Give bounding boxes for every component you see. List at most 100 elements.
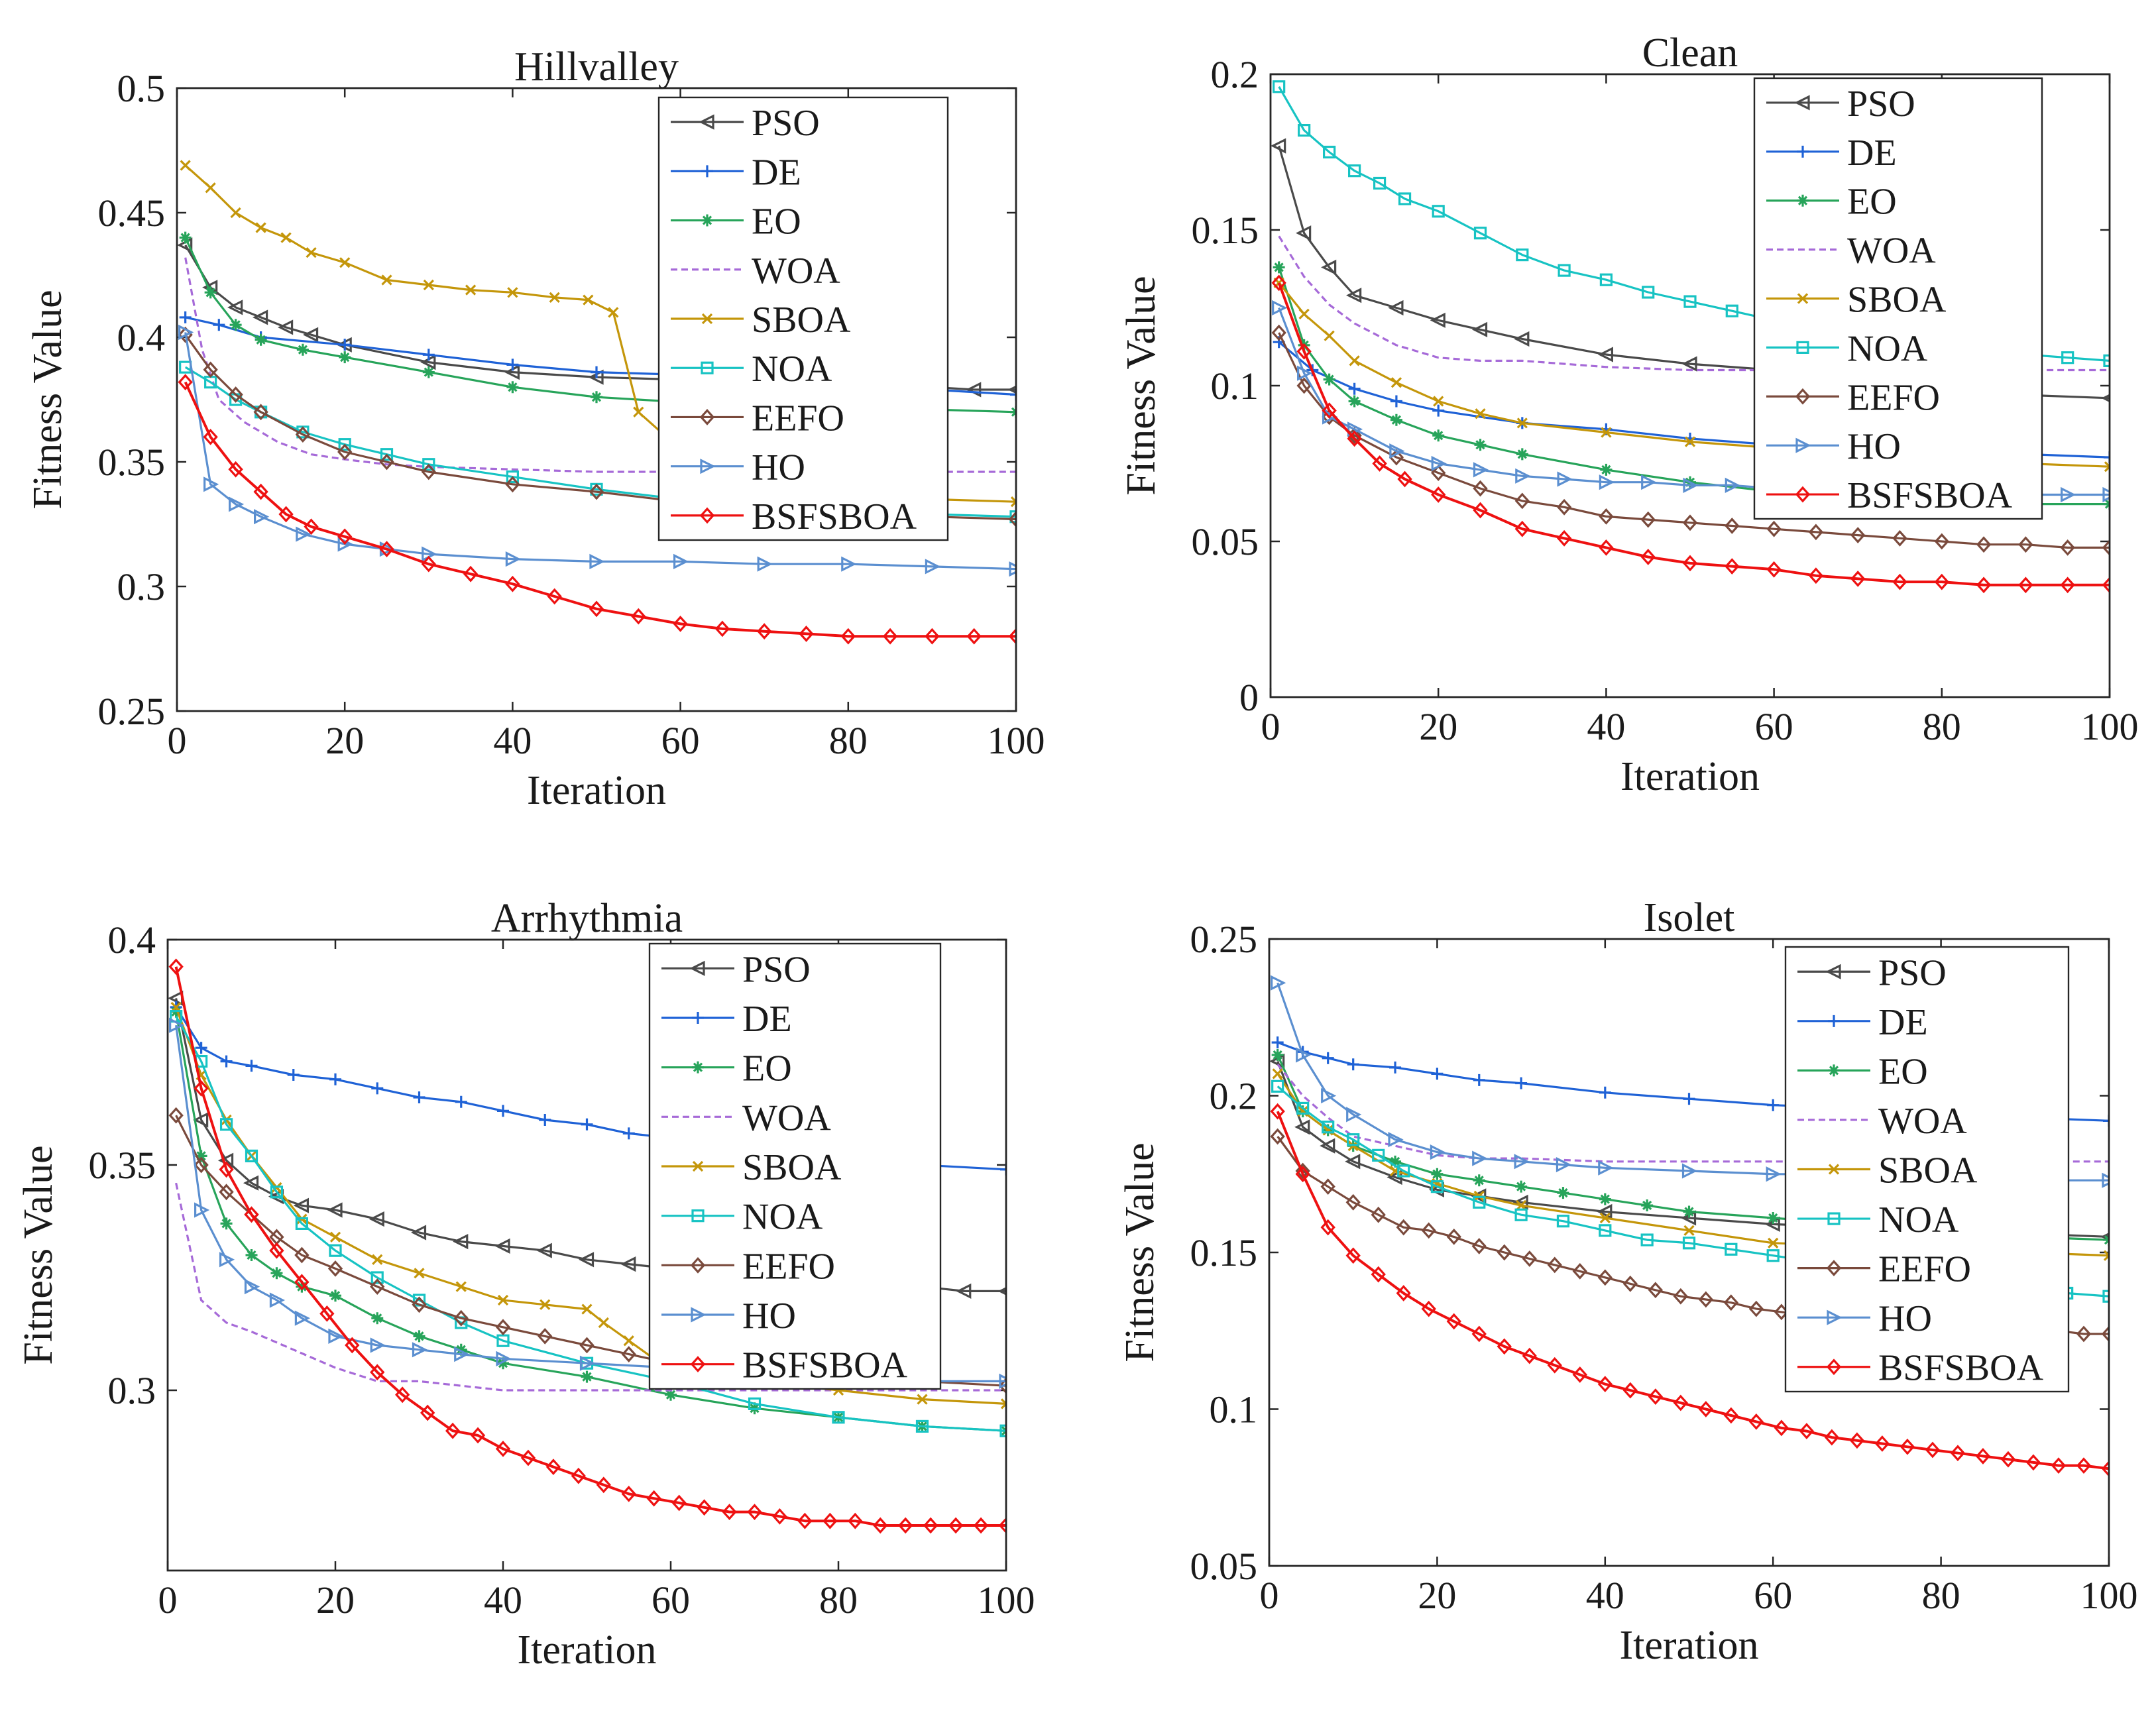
data-point: [1599, 273, 1613, 286]
data-point: [410, 1225, 427, 1241]
data-point: [319, 1305, 335, 1322]
data-point: [381, 274, 392, 286]
data-point: [1271, 138, 1286, 154]
data-point: [1348, 395, 1361, 408]
legend-entry-sboa: SBOA: [671, 300, 851, 341]
x-axis-label: Iteration: [527, 768, 666, 813]
series-noa: [170, 1009, 1006, 1437]
data-point: [697, 1499, 712, 1516]
data-point: [345, 1337, 360, 1354]
data-point: [2060, 539, 2075, 556]
data-point: [179, 311, 192, 323]
legend: PSO DE EO WOA SBOA NOA EEFO HO BSFSBOA: [1784, 946, 2070, 1393]
x-tick-label: 0: [1261, 705, 1280, 748]
series-line-ho: [184, 332, 1016, 571]
x-tick-label: 100: [978, 1578, 1035, 1622]
data-point: [633, 406, 644, 417]
y-tick-label: 0.15: [1192, 209, 1259, 252]
data-point: [496, 1351, 512, 1366]
legend-entry-sboa: SBOA: [1766, 280, 1947, 321]
series-woa: [175, 1182, 1006, 1392]
data-point: [1597, 1376, 1613, 1393]
data-point: [2061, 351, 2074, 364]
x-tick-label: 100: [988, 719, 1045, 762]
data-point: [547, 588, 562, 605]
data-point: [1296, 377, 1312, 394]
data-point: [278, 319, 294, 335]
data-point: [898, 1517, 913, 1534]
legend-entry-ho: HO: [671, 447, 805, 488]
data-point: [1446, 1228, 1461, 1245]
chart-title: Hillvalley: [514, 44, 679, 89]
data-point: [1766, 561, 1782, 578]
data-point: [463, 565, 479, 582]
data-point: [194, 1202, 210, 1218]
legend-marker: [1826, 1260, 1842, 1277]
data-point: [1271, 274, 1286, 292]
data-point: [998, 1377, 1006, 1394]
y-tick-label: 0.05: [1190, 1545, 1258, 1588]
data-point: [421, 463, 436, 480]
data-point: [1766, 1166, 1782, 1182]
data-point: [536, 1242, 552, 1258]
data-point: [1850, 571, 1866, 587]
data-point: [1273, 80, 1286, 93]
data-point: [1640, 549, 1656, 565]
y-tick-label: 0: [1239, 676, 1259, 719]
data-point: [496, 1334, 510, 1347]
data-point: [722, 1504, 737, 1520]
data-point: [296, 343, 309, 356]
data-point: [219, 1118, 233, 1131]
data-point: [422, 349, 435, 361]
data-point: [2000, 1451, 2016, 1468]
data-point: [1320, 1138, 1335, 1154]
data-point: [1432, 205, 1445, 218]
data-point: [1900, 1438, 1915, 1455]
data-point: [665, 1388, 677, 1401]
legend-entry-noa: NOA: [1766, 328, 1928, 369]
x-tick-label: 40: [484, 1578, 522, 1622]
data-point: [956, 1283, 972, 1299]
data-point: [1572, 1366, 1587, 1383]
legend-entry-noa: NOA: [1797, 1199, 1959, 1241]
data-point: [370, 1278, 385, 1295]
legend-entry-de: DE: [1766, 133, 1897, 174]
data-point: [581, 1370, 593, 1383]
legend-entry-sboa: SBOA: [1797, 1150, 1978, 1191]
data-point: [998, 1517, 1006, 1534]
x-tick-label: 20: [1419, 705, 1457, 748]
data-point: [1371, 1266, 1386, 1283]
data-point: [1547, 1256, 1562, 1274]
data-point: [1298, 308, 1310, 320]
data-point: [422, 458, 435, 471]
data-point: [1683, 295, 1697, 308]
data-point: [1296, 1047, 1312, 1063]
data-point: [1471, 321, 1488, 337]
data-point: [1599, 474, 1615, 490]
data-point: [328, 1328, 344, 1344]
data-point: [412, 1296, 427, 1313]
legend-entry-pso: PSO: [661, 949, 811, 990]
legend-marker: [690, 1256, 706, 1274]
data-point: [1322, 1121, 1335, 1134]
data-point: [1683, 1205, 1695, 1218]
data-point: [1597, 347, 1613, 362]
data-point: [1345, 1193, 1361, 1211]
data-point: [1874, 1435, 1890, 1452]
legend-label: HO: [752, 447, 805, 488]
data-point: [1473, 1195, 1486, 1209]
x-tick-label: 80: [1923, 705, 1961, 748]
data-point: [1748, 1300, 1764, 1317]
legend-label: DE: [742, 999, 792, 1040]
data-point: [1321, 259, 1337, 275]
data-point: [1799, 1423, 1815, 1440]
data-point: [497, 1294, 509, 1306]
data-point: [2101, 1460, 2109, 1477]
data-point: [269, 1242, 284, 1259]
data-point: [1431, 486, 1446, 503]
data-point: [1682, 555, 1698, 572]
legend-marker: [700, 459, 716, 474]
legend-entry-woa: WOA: [1766, 231, 1936, 272]
y-axis-label: Fitness Value: [16, 1145, 61, 1364]
data-point: [1684, 436, 1696, 447]
